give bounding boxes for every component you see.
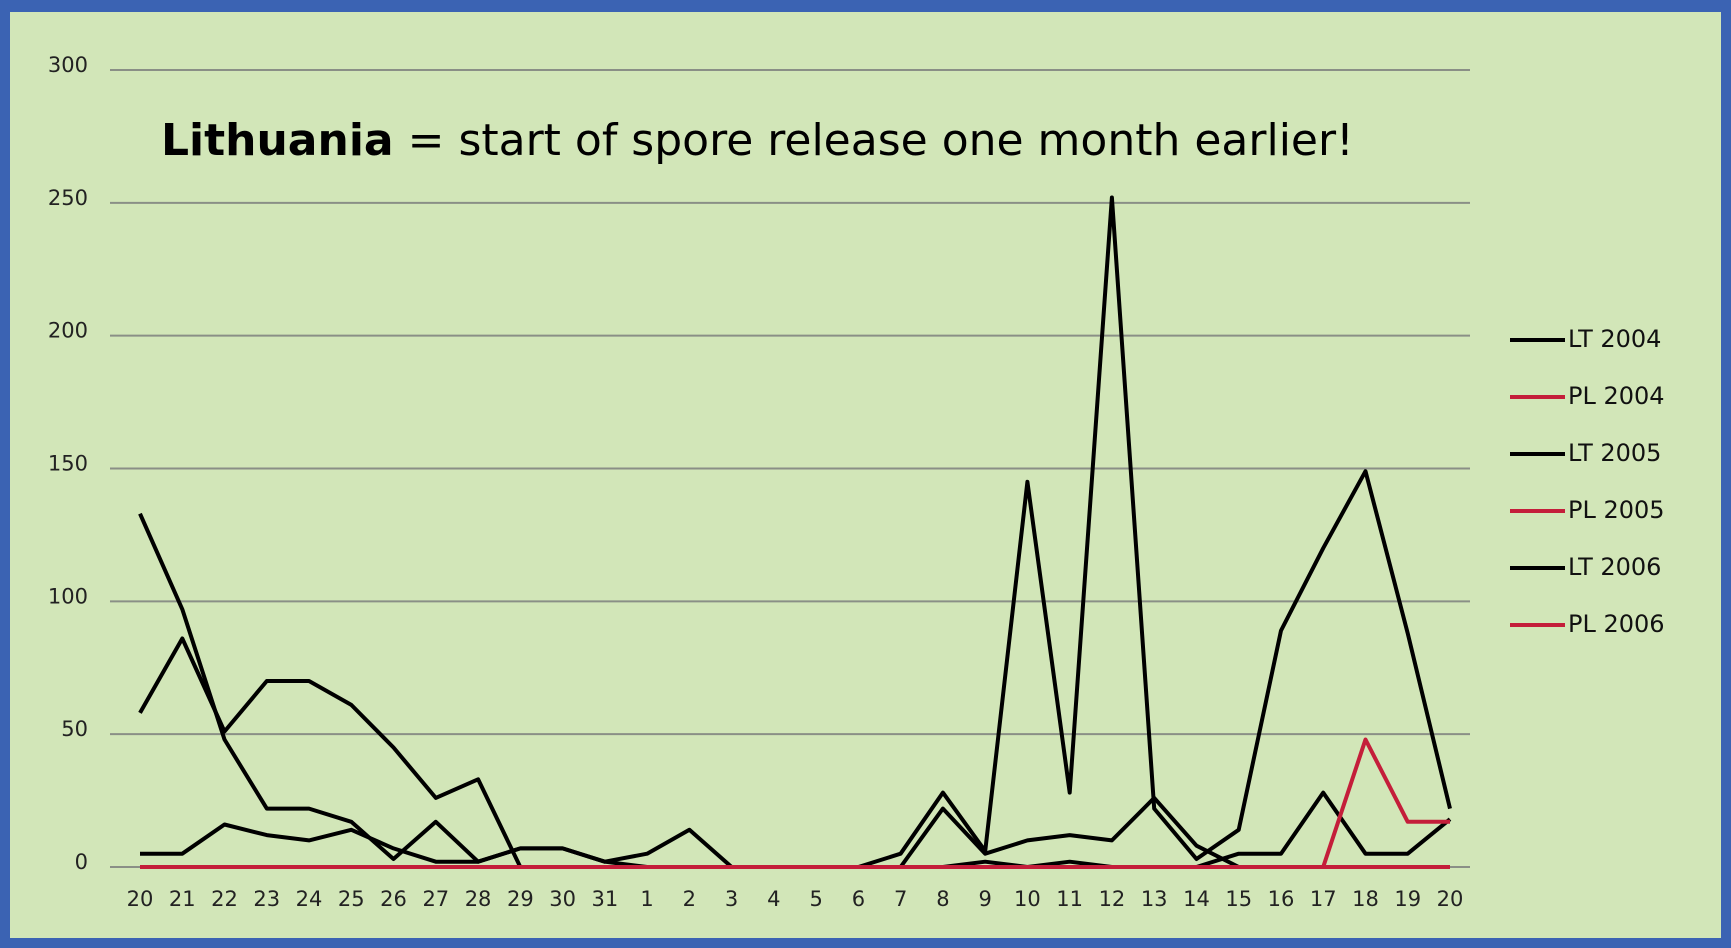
x-tick-label: 4 (767, 887, 780, 911)
y-tick-label: 200 (48, 319, 88, 343)
x-tick-label: 8 (936, 887, 949, 911)
legend-label: PL 2004 (1568, 382, 1665, 410)
y-tick-label: 100 (48, 584, 88, 608)
x-tick-label: 20 (127, 887, 154, 911)
x-tick-label: 30 (549, 887, 576, 911)
x-tick-label: 22 (211, 887, 238, 911)
x-tick-label: 25 (338, 887, 365, 911)
x-tick-label: 5 (809, 887, 822, 911)
x-tick-label: 26 (380, 887, 407, 911)
y-tick-label: 50 (61, 717, 88, 741)
y-tick-label: 150 (48, 452, 88, 476)
legend-label: PL 2006 (1568, 610, 1665, 638)
x-tick-label: 6 (852, 887, 865, 911)
x-tick-label: 16 (1268, 887, 1295, 911)
x-tick-label: 1 (640, 887, 653, 911)
x-tick-label: 29 (507, 887, 534, 911)
x-tick-label: 28 (465, 887, 492, 911)
x-tick-label: 17 (1310, 887, 1337, 911)
x-tick-label: 10 (1014, 887, 1041, 911)
title-bold: Lithuania (161, 115, 394, 166)
x-tick-label: 15 (1225, 887, 1252, 911)
x-tick-label: 21 (169, 887, 196, 911)
x-tick-label: 9 (978, 887, 991, 911)
x-tick-label: 7 (894, 887, 907, 911)
x-tick-label: 13 (1141, 887, 1168, 911)
x-tick-label: 12 (1099, 887, 1126, 911)
x-tick-label: 14 (1183, 887, 1210, 911)
x-tick-label: 2 (683, 887, 696, 911)
x-tick-label: 31 (591, 887, 618, 911)
y-tick-label: 300 (48, 53, 88, 77)
y-tick-label: 250 (48, 186, 88, 210)
x-tick-label: 20 (1437, 887, 1464, 911)
chart-title: Lithuania = start of spore release one mo… (161, 115, 1354, 166)
x-tick-label: 19 (1394, 887, 1421, 911)
legend-label: LT 2004 (1568, 325, 1661, 353)
x-tick-label: 11 (1056, 887, 1083, 911)
background (10, 12, 1721, 938)
y-tick-label: 0 (75, 850, 88, 874)
x-tick-label: 3 (725, 887, 738, 911)
x-tick-label: 24 (296, 887, 323, 911)
x-tick-label: 23 (253, 887, 280, 911)
x-tick-label: 18 (1352, 887, 1379, 911)
legend-label: LT 2005 (1568, 439, 1661, 467)
legend-label: PL 2005 (1568, 496, 1665, 524)
x-tick-label: 27 (422, 887, 449, 911)
legend-label: LT 2006 (1568, 553, 1661, 581)
title-rest: = start of spore release one month earli… (408, 115, 1354, 166)
